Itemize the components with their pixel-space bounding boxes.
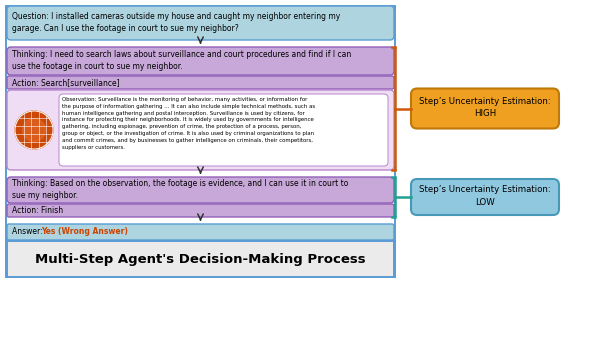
- Text: Thinking: Based on the observation, the footage is evidence, and I can use it in: Thinking: Based on the observation, the …: [12, 178, 349, 200]
- FancyBboxPatch shape: [7, 47, 394, 75]
- FancyBboxPatch shape: [7, 177, 394, 203]
- FancyBboxPatch shape: [7, 90, 394, 170]
- FancyBboxPatch shape: [7, 6, 394, 40]
- FancyBboxPatch shape: [7, 204, 394, 217]
- Circle shape: [22, 119, 45, 141]
- FancyBboxPatch shape: [59, 94, 388, 166]
- Text: Action: Search[surveillance]: Action: Search[surveillance]: [12, 78, 120, 87]
- FancyBboxPatch shape: [7, 224, 394, 240]
- Text: Step’s Uncertainty Estimation:
LOW: Step’s Uncertainty Estimation: LOW: [419, 185, 551, 207]
- Text: Action: Finish: Action: Finish: [12, 206, 63, 215]
- Text: Answer:: Answer:: [12, 228, 45, 236]
- Text: Multi-Step Agent's Decision-Making Process: Multi-Step Agent's Decision-Making Proce…: [35, 252, 366, 266]
- FancyBboxPatch shape: [411, 179, 559, 215]
- Circle shape: [15, 111, 53, 149]
- Text: Step’s Uncertainty Estimation:
HIGH: Step’s Uncertainty Estimation: HIGH: [419, 97, 551, 118]
- Text: Question: I installed cameras outside my house and caught my neighbor entering m: Question: I installed cameras outside my…: [12, 12, 340, 33]
- Text: Thinking: I need to search laws about surveillance and court procedures and find: Thinking: I need to search laws about su…: [12, 50, 352, 72]
- Bar: [6, 6, 395, 277]
- FancyBboxPatch shape: [7, 76, 394, 89]
- Bar: [7, 241, 394, 277]
- Text: Yes (Wrong Answer): Yes (Wrong Answer): [41, 228, 128, 236]
- Text: Observation: Surveillance is the monitoring of behavior, many activities, or inf: Observation: Surveillance is the monitor…: [62, 97, 315, 150]
- FancyBboxPatch shape: [411, 88, 559, 129]
